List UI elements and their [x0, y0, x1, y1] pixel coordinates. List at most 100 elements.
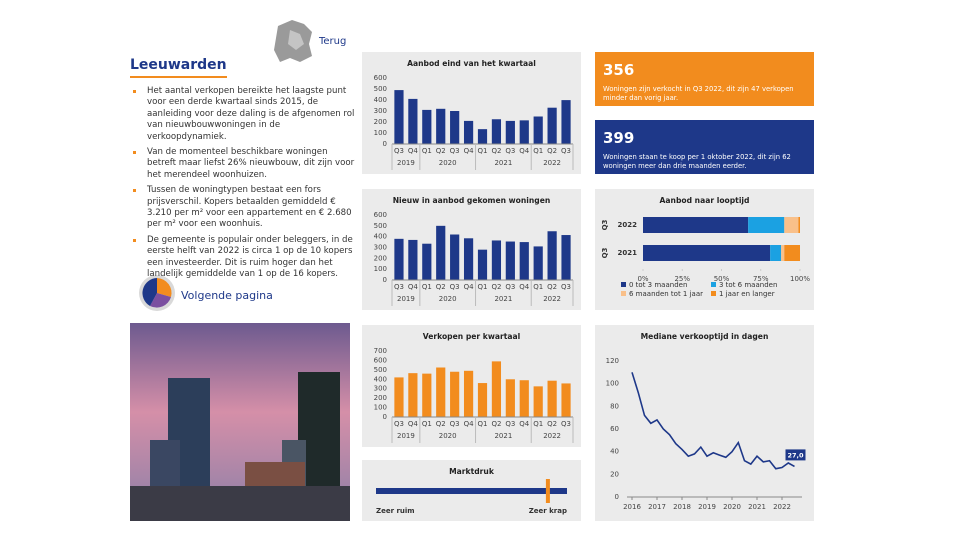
y-tick-label: 600	[374, 74, 387, 82]
city-title: Leeuwarden	[130, 57, 227, 78]
value-label: 27,0	[787, 451, 804, 459]
x-tick-label: Q1	[533, 283, 543, 291]
chart-title: Marktdruk	[449, 467, 495, 476]
bar-segment	[643, 217, 749, 233]
y-tick-label: 300	[374, 244, 387, 252]
bar	[450, 371, 460, 417]
back-link[interactable]: Terug	[319, 36, 347, 47]
x-tick-label: Q1	[533, 420, 543, 428]
kpi-text: Woningen zijn verkocht in Q3 2022, dit z…	[603, 85, 794, 102]
legend-label: 1 jaar en langer	[719, 290, 775, 298]
group-label: 2021	[494, 295, 512, 303]
x-tick-label: 2016	[623, 503, 641, 511]
y-tick-label: 80	[610, 402, 619, 410]
x-tick-label: Q2	[436, 283, 446, 291]
bar	[394, 377, 404, 417]
bar	[408, 373, 418, 417]
bar	[422, 373, 432, 417]
bar	[519, 242, 529, 280]
x-tick-label: 2019	[698, 503, 716, 511]
y-tick-label: 0	[383, 413, 387, 421]
bar	[463, 238, 474, 280]
y-tick-label: 20	[610, 470, 619, 478]
bullet: De gemeente is populair onder beleggers,…	[130, 235, 355, 281]
group-label: 2022	[543, 295, 561, 303]
y-tick-label: 0	[383, 140, 387, 148]
photo	[130, 323, 350, 521]
line	[631, 372, 795, 470]
x-tick-label: Q1	[478, 420, 488, 428]
x-tick-label: Q4	[464, 420, 475, 428]
next-icon[interactable]	[139, 275, 175, 311]
group-label: 2022	[543, 159, 561, 167]
bar	[408, 239, 418, 280]
bar	[491, 361, 502, 417]
x-tick-label: Q2	[547, 147, 557, 155]
value-label-box	[785, 449, 806, 461]
x-tick-label: Q3	[561, 283, 571, 291]
bar	[505, 241, 515, 280]
x-tick-label: Q1	[533, 147, 543, 155]
bar	[491, 240, 502, 280]
bar-segment	[748, 217, 785, 233]
legend-label: 0 tot 3 maanden	[629, 281, 687, 289]
bar	[519, 380, 529, 417]
group-label: 2020	[439, 159, 457, 167]
y-tick-label: 200	[374, 118, 387, 126]
x-tick-label: Q3	[505, 147, 515, 155]
x-tick-label: Q4	[464, 283, 475, 291]
x-tick-label: 2020	[723, 503, 741, 511]
y-tick-label: 600	[374, 211, 387, 219]
kpi-value: 356	[603, 61, 635, 79]
bar	[394, 238, 404, 280]
x-tick-label: Q3	[394, 147, 404, 155]
chart-title: Verkopen per kwartaal	[423, 332, 520, 341]
chart-title: Aanbod naar looptijd	[660, 196, 750, 205]
bar	[436, 367, 446, 417]
bar	[477, 383, 488, 417]
x-tick-label: Q2	[547, 283, 557, 291]
chart-title: Aanbod eind van het kwartaal	[407, 59, 536, 68]
legend-label: 3 tot 6 maanden	[719, 281, 777, 289]
bar	[561, 383, 571, 417]
y-tick-label: 100	[374, 404, 387, 412]
x-tick-label: Q2	[436, 147, 446, 155]
x-tick-label: Q1	[422, 283, 432, 291]
bar	[422, 109, 432, 144]
bullet: Het aantal verkopen bereikte het laagste…	[130, 86, 355, 143]
x-tick-label: Q1	[422, 147, 432, 155]
text-panel: Leeuwarden Het aantal verkopen bereikte …	[130, 54, 355, 285]
group-label: 2020	[439, 295, 457, 303]
x-tick-label: Q4	[408, 147, 419, 155]
y-tick-label: 500	[374, 366, 387, 374]
group-label: 2021	[494, 159, 512, 167]
group-label: 2021	[494, 432, 512, 440]
y-tick-label: 500	[374, 222, 387, 230]
x-tick-label: Q3	[561, 147, 571, 155]
x-tick-label: Q3	[505, 420, 515, 428]
bar	[519, 120, 529, 144]
map-icon[interactable]	[274, 20, 312, 62]
legend-swatch	[621, 291, 626, 296]
x-tick-label: 2017	[648, 503, 666, 511]
bar	[450, 234, 460, 280]
group-label: 2020	[439, 432, 457, 440]
bullet: Tussen de woningtypen bestaat een fors p…	[130, 185, 355, 231]
y-tick-label: 0	[615, 493, 619, 501]
bar	[561, 100, 571, 144]
bar	[436, 225, 446, 280]
y-tick-label: 200	[374, 394, 387, 402]
next-link[interactable]: Volgende pagina	[181, 289, 273, 302]
bar	[505, 120, 515, 144]
x-tick-label: Q3	[505, 283, 515, 291]
y-tick-label: 120	[606, 357, 619, 365]
x-tick-label: 2018	[673, 503, 691, 511]
bar	[477, 249, 488, 280]
x-tick-label: Q3	[450, 283, 460, 291]
gauge-high-label: Zeer krap	[529, 507, 567, 515]
x-tick-label: Q3	[450, 420, 460, 428]
bar	[533, 246, 543, 280]
chart-title: Nieuw in aanbod gekomen woningen	[393, 196, 551, 205]
